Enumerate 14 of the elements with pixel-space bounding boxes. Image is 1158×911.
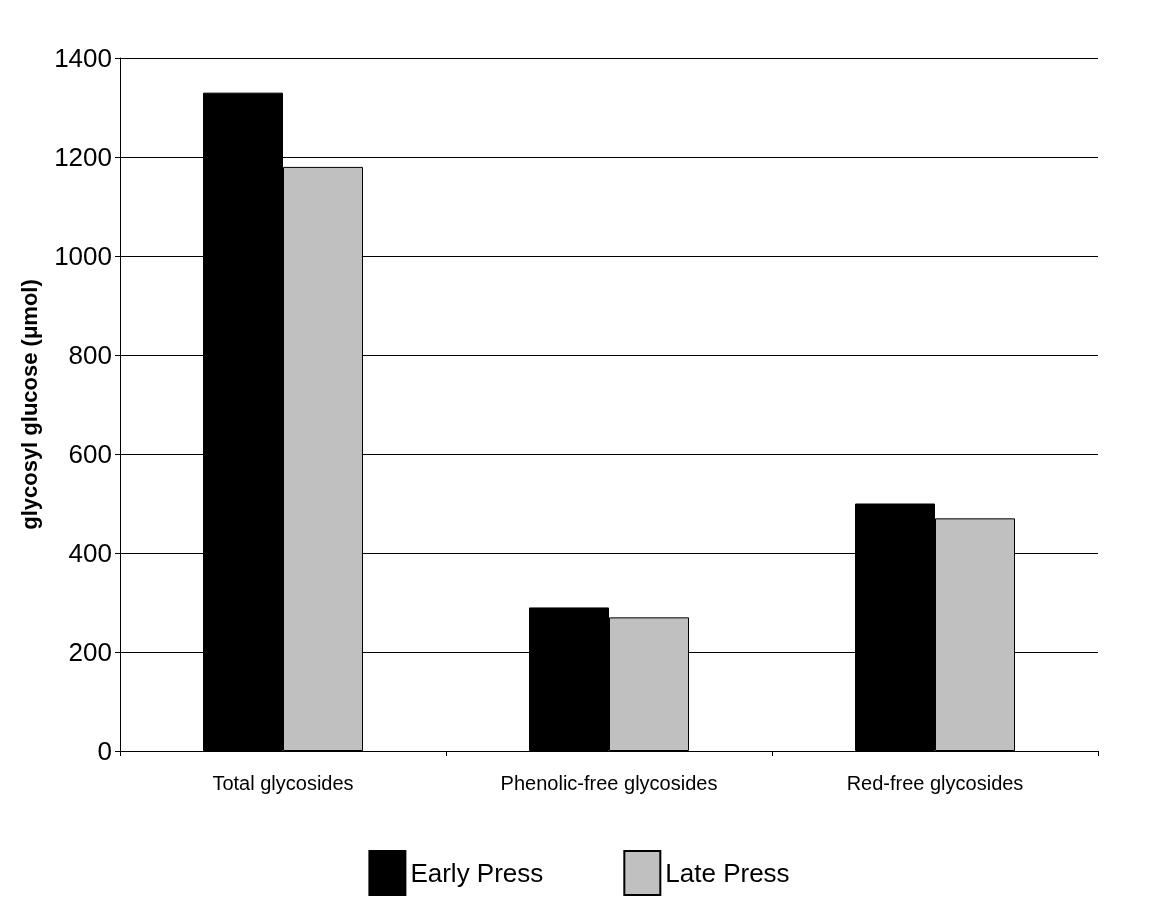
x-tick-label: Total glycosides bbox=[212, 772, 354, 794]
y-tick-label: 800 bbox=[68, 340, 112, 370]
x-tick-label: Red-free glycosides bbox=[846, 772, 1024, 794]
y-tick-label: 600 bbox=[68, 439, 112, 469]
legend-label: Early Press bbox=[410, 858, 544, 888]
y-tick-label: 400 bbox=[68, 538, 112, 568]
y-tick-label: 1000 bbox=[54, 241, 112, 271]
y-axis-title: glycosyl glucose (μmol) bbox=[16, 279, 42, 530]
y-tick-label: 1400 bbox=[54, 43, 112, 73]
y-tick-label: 1200 bbox=[54, 142, 112, 172]
y-tick-label: 0 bbox=[97, 736, 112, 766]
legend-label: Late Press bbox=[665, 858, 790, 888]
x-tick-label: Phenolic-free glycosides bbox=[500, 772, 718, 794]
y-tick-label: 200 bbox=[68, 637, 112, 667]
